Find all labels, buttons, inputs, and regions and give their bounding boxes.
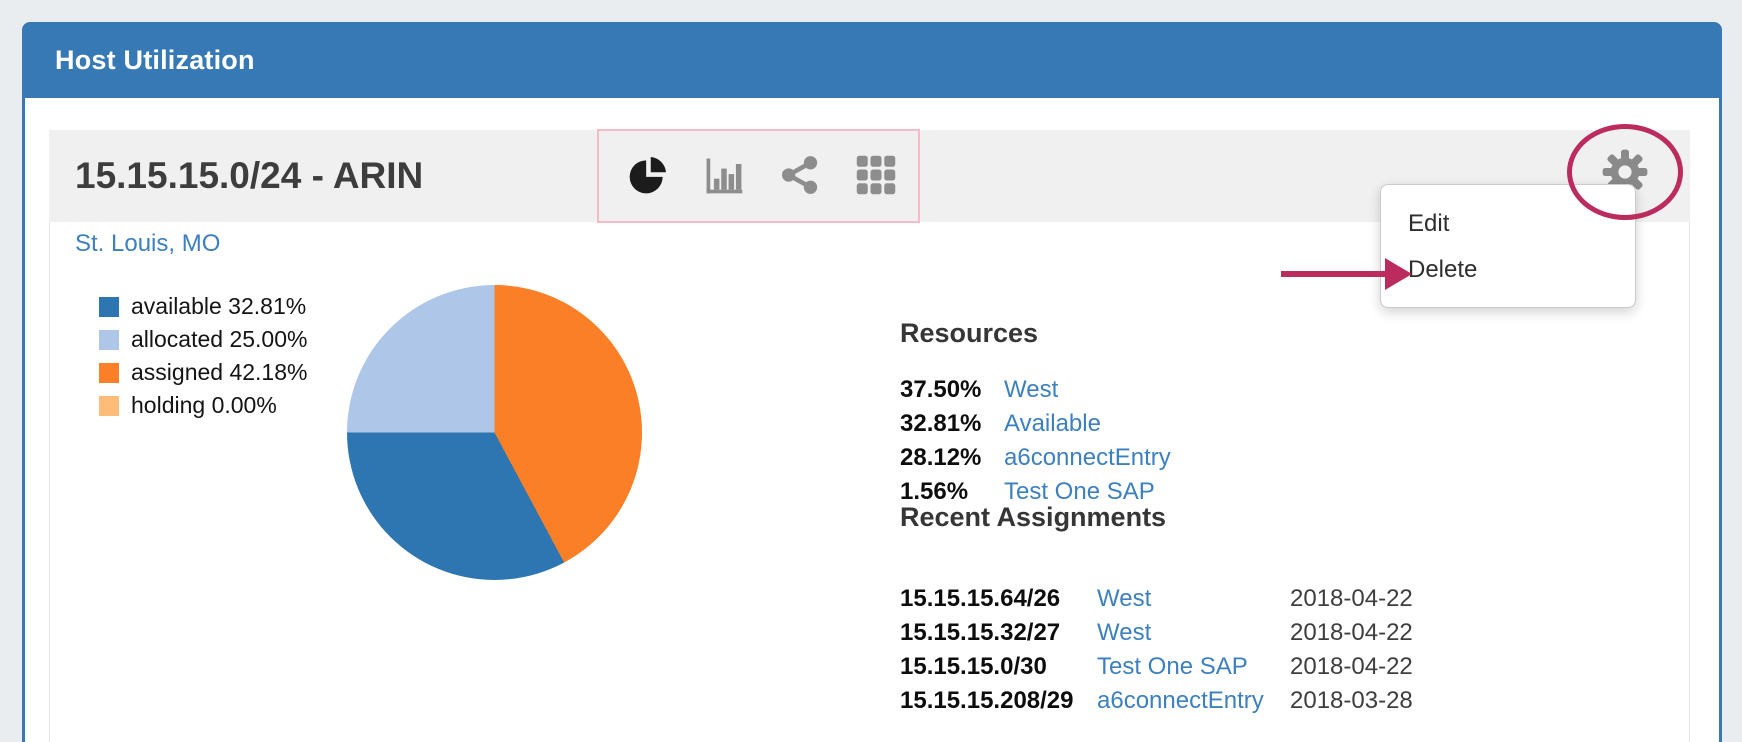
assignment-date: 2018-03-28: [1290, 687, 1413, 714]
resource-row: 28.12% a6connectEntry: [900, 442, 1171, 474]
grid-icon: [854, 153, 898, 200]
assignment-cidr: 15.15.15.32/27: [900, 619, 1061, 646]
resource-link[interactable]: West: [1004, 376, 1059, 403]
assignment-link[interactable]: a6connectEntry: [1097, 687, 1264, 714]
assignment-cidr: 15.15.15.208/29: [900, 687, 1074, 714]
view-toggle-grid[interactable]: [854, 154, 898, 198]
resource-link[interactable]: Available: [1004, 410, 1101, 437]
legend-item-available[interactable]: available 32.81%: [99, 290, 307, 323]
resource-row: 37.50% West: [900, 374, 1058, 406]
pie-chart: [347, 285, 642, 580]
legend-swatch-available: [99, 296, 119, 317]
resource-row: 1.56% Test One SAP: [900, 476, 1155, 508]
assignment-link[interactable]: West: [1097, 585, 1152, 612]
assignment-date: 2018-04-22: [1290, 653, 1413, 680]
resource-link[interactable]: a6connectEntry: [1004, 444, 1171, 471]
share-icon: [779, 154, 821, 199]
menu-item-delete[interactable]: Delete: [1408, 256, 1478, 283]
assignment-link[interactable]: Test One SAP: [1097, 653, 1248, 680]
bar-chart-icon: [702, 153, 746, 200]
pie-chart-icon: [626, 153, 670, 200]
assignment-date: 2018-04-22: [1290, 619, 1413, 646]
resource-link[interactable]: Test One SAP: [1004, 478, 1155, 505]
assignment-row: 15.15.15.32/27 West 2018-04-22: [900, 617, 1413, 649]
resource-percent: 37.50%: [900, 376, 982, 403]
assignment-link[interactable]: West: [1097, 619, 1152, 646]
block-title: 15.15.15.0/24 - ARIN: [75, 155, 424, 196]
view-toggle-toolbar: [626, 130, 898, 222]
legend-swatch-allocated: [99, 329, 119, 350]
panel-title: Host Utilization: [55, 44, 255, 75]
assignment-row: 15.15.15.0/30 Test One SAP 2018-04-22: [900, 651, 1413, 683]
resource-percent: 32.81%: [900, 410, 982, 437]
pie-legend: available 32.81% allocated 25.00% assign…: [99, 290, 307, 422]
legend-swatch-assigned: [99, 362, 119, 383]
assignment-row: 15.15.15.64/26 West 2018-04-22: [900, 583, 1413, 615]
assignment-row: 15.15.15.208/29 a6connectEntry 2018-03-2…: [900, 685, 1413, 717]
legend-item-holding[interactable]: holding 0.00%: [99, 389, 307, 422]
resource-percent: 1.56%: [900, 478, 969, 505]
resource-row: 32.81% Available: [900, 408, 1101, 440]
legend-label: holding 0.00%: [131, 392, 277, 418]
legend-label: assigned 42.18%: [131, 359, 308, 385]
legend-item-assigned[interactable]: assigned 42.18%: [99, 356, 307, 389]
resources-heading: Resources: [900, 318, 1039, 348]
view-toggle-bar-chart[interactable]: [702, 154, 746, 198]
recent-assignments-heading: Recent Assignments: [900, 502, 1167, 532]
assignment-cidr: 15.15.15.0/30: [900, 653, 1047, 680]
legend-label: allocated 25.00%: [131, 326, 308, 352]
view-toggle-pie-chart[interactable]: [626, 154, 670, 198]
legend-label: available 32.81%: [131, 293, 307, 319]
location-link[interactable]: St. Louis, MO: [75, 230, 221, 257]
panel-header: Host Utilization: [22, 22, 1722, 98]
resource-percent: 28.12%: [900, 444, 982, 471]
assignment-date: 2018-04-22: [1290, 585, 1413, 612]
menu-item-edit[interactable]: Edit: [1408, 210, 1450, 237]
assignment-cidr: 15.15.15.64/26: [900, 585, 1061, 612]
legend-item-allocated[interactable]: allocated 25.00%: [99, 323, 307, 356]
view-toggle-share[interactable]: [778, 154, 822, 198]
gear-dropdown-menu: Edit Delete: [1380, 184, 1636, 308]
legend-swatch-holding: [99, 395, 119, 416]
